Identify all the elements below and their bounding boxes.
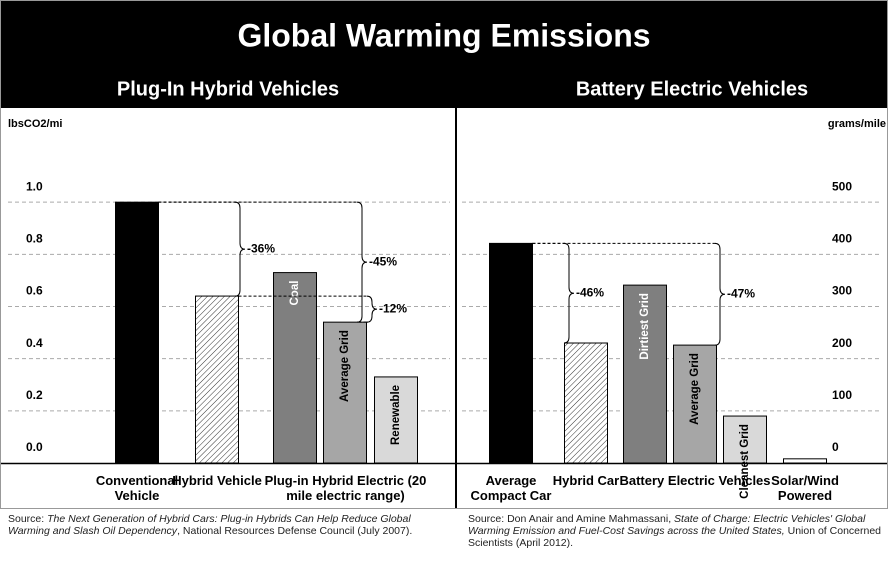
- y-axis-label: grams/mile: [828, 118, 886, 130]
- y-tick-label: 0.8: [26, 232, 43, 246]
- y-tick-label: 200: [832, 336, 852, 350]
- panel-title: Plug-In Hybrid Vehicles: [117, 78, 339, 100]
- bar: [374, 376, 418, 464]
- y-tick-label: 0.4: [26, 336, 43, 350]
- x-tick-label: Average Compact Car: [470, 473, 552, 503]
- source-italic: The Next Generation of Hybrid Cars: Plug…: [8, 513, 411, 537]
- bar: [673, 344, 717, 464]
- source: Source: Don Anair and Amine Mahmassani, …: [468, 513, 884, 549]
- x-tick-label: Hybrid Vehicle: [172, 473, 262, 488]
- bar: [273, 272, 317, 464]
- annotation: -12%: [379, 301, 407, 315]
- source-suffix: Union of Concerned Scientists (April 201…: [468, 525, 882, 549]
- group-label: Battery Electric Vehicles: [619, 473, 771, 488]
- bar-label: Average Grid: [689, 353, 701, 425]
- bracket: [563, 242, 575, 344]
- y-tick-label: 0: [832, 440, 839, 454]
- group-label: Plug-in Hybrid Electric (20 mile electri…: [264, 473, 427, 503]
- source-italic: State of Charge: Electric Vehicles' Glob…: [468, 513, 866, 537]
- annotation: -36%: [247, 241, 275, 255]
- bar-label: Dirtiest Grid: [639, 293, 651, 359]
- y-axis-label: lbsCO2/mi: [8, 118, 62, 130]
- y-tick-label: 0.6: [26, 284, 43, 298]
- x-tick-label: Conventional Vehicle: [95, 473, 179, 503]
- bar: [783, 458, 827, 464]
- y-tick-label: 300: [832, 284, 852, 298]
- main-title: Global Warming Emissions: [237, 17, 650, 53]
- bracket: [366, 295, 378, 323]
- bar-label: Cleanest Grid: [739, 424, 751, 499]
- bracket: [714, 242, 726, 346]
- bar: [623, 284, 667, 464]
- y-tick-label: 0.2: [26, 388, 43, 402]
- panel-title: Battery Electric Vehicles: [576, 78, 808, 100]
- x-tick-label: Hybrid Car: [552, 473, 620, 488]
- y-tick-label: 100: [832, 388, 852, 402]
- source-prefix: Source: Don Anair and Amine Mahmassani,: [468, 513, 675, 525]
- annotation: -46%: [576, 285, 604, 299]
- bar-label: Coal: [289, 281, 301, 306]
- bar: [564, 342, 608, 464]
- bar: [195, 295, 239, 464]
- bar: [723, 415, 767, 464]
- source-suffix: , National Resources Defense Council (Ju…: [177, 525, 413, 537]
- bar-label: Renewable: [390, 385, 402, 445]
- source: Source: The Next Generation of Hybrid Ca…: [8, 513, 448, 537]
- bracket: [234, 201, 246, 297]
- y-tick-label: 1.0: [26, 179, 43, 193]
- y-tick-label: 500: [832, 179, 852, 193]
- bar-label: Average Grid: [339, 330, 351, 402]
- annotation: -45%: [369, 254, 397, 268]
- y-tick-label: 400: [832, 232, 852, 246]
- source-prefix: Source:: [8, 513, 48, 525]
- bar: [115, 201, 159, 464]
- y-tick-label: 0.0: [26, 440, 43, 454]
- annotation: -47%: [727, 286, 755, 300]
- bracket: [356, 201, 368, 323]
- banner: [1, 1, 887, 108]
- bar: [489, 242, 533, 464]
- x-tick-label: Solar/Wind Powered: [771, 473, 839, 503]
- bar: [323, 321, 367, 464]
